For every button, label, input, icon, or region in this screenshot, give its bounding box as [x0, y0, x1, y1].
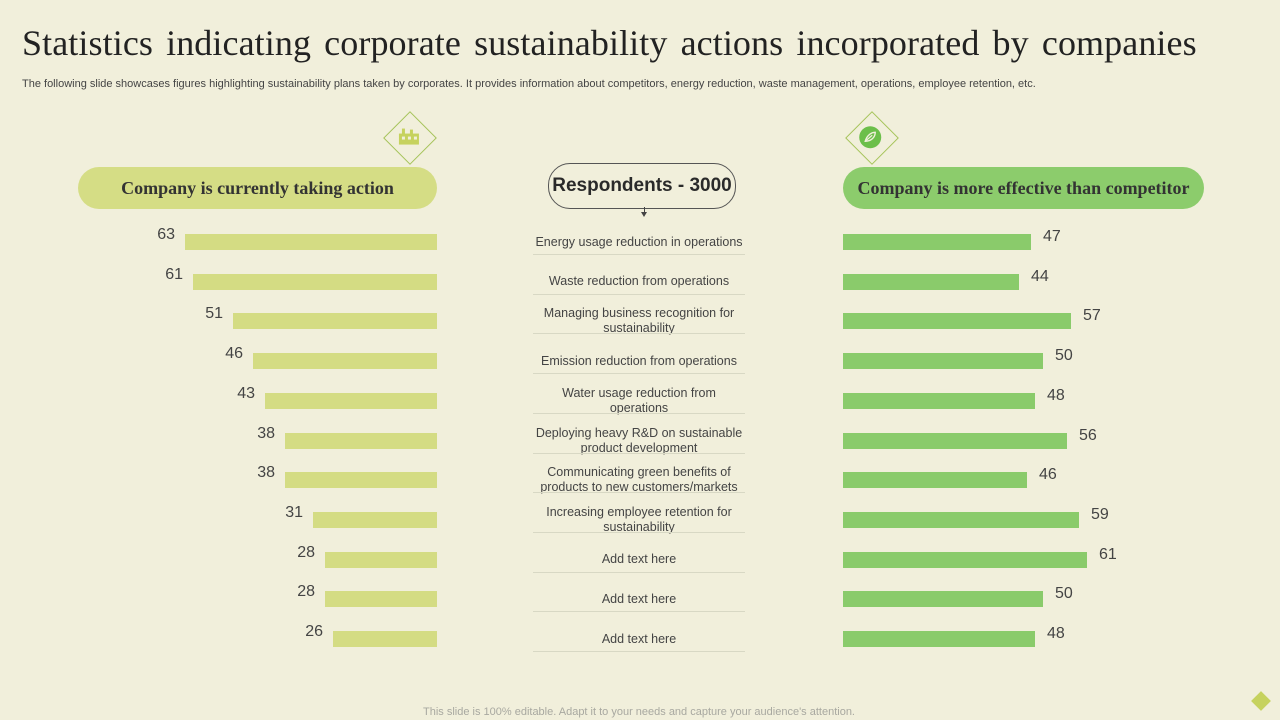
eco-leaf-icon — [858, 125, 882, 154]
value-label-right: 48 — [1047, 625, 1065, 642]
value-label-right: 57 — [1083, 307, 1101, 324]
bar-right — [843, 313, 1071, 329]
category-divider — [533, 651, 745, 652]
category-label: Deploying heavy R&D on sustainable produ… — [535, 425, 743, 455]
category-divider — [533, 254, 745, 255]
left-icon-frame — [383, 111, 437, 165]
value-label-left: 31 — [285, 504, 303, 521]
category-divider — [533, 492, 745, 493]
category-label: Add text here — [601, 631, 677, 646]
category-label: Water usage reduction from operations — [562, 385, 716, 415]
category-label: Energy usage reduction in operations — [535, 234, 743, 249]
value-label-left: 28 — [297, 544, 315, 561]
value-label-right: 46 — [1039, 466, 1057, 483]
category-divider — [533, 373, 745, 374]
bar-right — [843, 274, 1019, 290]
category-label: Increasing employee retention for sustai… — [546, 504, 732, 534]
value-label-left: 46 — [225, 345, 243, 362]
value-label-right: 56 — [1079, 427, 1097, 444]
page-subtitle: The following slide showcases figures hi… — [22, 78, 1036, 90]
bar-left — [233, 313, 437, 329]
value-label-left: 63 — [157, 226, 175, 243]
bar-right — [843, 591, 1043, 607]
category-divider — [533, 413, 745, 414]
bar-left — [285, 433, 437, 449]
value-label-left: 38 — [257, 425, 275, 442]
value-label-left: 43 — [237, 385, 255, 402]
respondents-arrow-icon — [641, 212, 647, 217]
category-divider — [533, 532, 745, 533]
bar-left — [253, 353, 437, 369]
right-series-header: Company is more effective than competito… — [843, 167, 1204, 209]
factory-icon — [398, 128, 420, 151]
value-label-left: 51 — [205, 305, 223, 322]
footer-note: This slide is 100% editable. Adapt it to… — [423, 706, 855, 718]
bar-right — [843, 353, 1043, 369]
bar-left — [285, 472, 437, 488]
bar-right — [843, 631, 1035, 647]
category-label: Communicating green benefits of products… — [540, 465, 738, 495]
value-label-right: 59 — [1091, 506, 1109, 523]
value-label-right: 47 — [1043, 228, 1061, 245]
bar-right — [843, 472, 1027, 488]
category-label: Emission reduction from operations — [541, 353, 737, 368]
respondents-badge: Respondents - 3000 — [548, 163, 736, 209]
category-divider — [533, 453, 745, 454]
value-label-right: 48 — [1047, 387, 1065, 404]
bar-left — [185, 234, 437, 250]
page-title: Statistics indicating corporate sustaina… — [22, 23, 1197, 63]
bar-right — [843, 552, 1087, 568]
bar-left — [325, 552, 437, 568]
bar-left — [265, 393, 437, 409]
category-divider — [533, 572, 745, 573]
category-divider — [533, 294, 745, 295]
category-label: Add text here — [601, 552, 677, 567]
left-series-header: Company is currently taking action — [78, 167, 437, 209]
category-label: Waste reduction from operations — [548, 274, 730, 289]
bar-right — [843, 433, 1067, 449]
bar-right — [843, 234, 1031, 250]
value-label-left: 28 — [297, 583, 315, 600]
category-divider — [533, 611, 745, 612]
value-label-right: 44 — [1031, 268, 1049, 285]
value-label-right: 50 — [1055, 585, 1073, 602]
category-label: Managing business recognition for sustai… — [543, 306, 735, 336]
value-label-left: 61 — [165, 266, 183, 283]
bar-left — [333, 631, 437, 647]
bar-left — [193, 274, 437, 290]
value-label-left: 26 — [305, 623, 323, 640]
category-divider — [533, 333, 745, 334]
right-icon-frame — [845, 111, 899, 165]
respondents-arrow-line — [644, 207, 645, 215]
value-label-right: 61 — [1099, 546, 1117, 563]
bar-left — [313, 512, 437, 528]
value-label-right: 50 — [1055, 347, 1073, 364]
bar-right — [843, 512, 1079, 528]
bar-right — [843, 393, 1035, 409]
bar-left — [325, 591, 437, 607]
category-label: Add text here — [601, 591, 677, 606]
value-label-left: 38 — [257, 464, 275, 481]
